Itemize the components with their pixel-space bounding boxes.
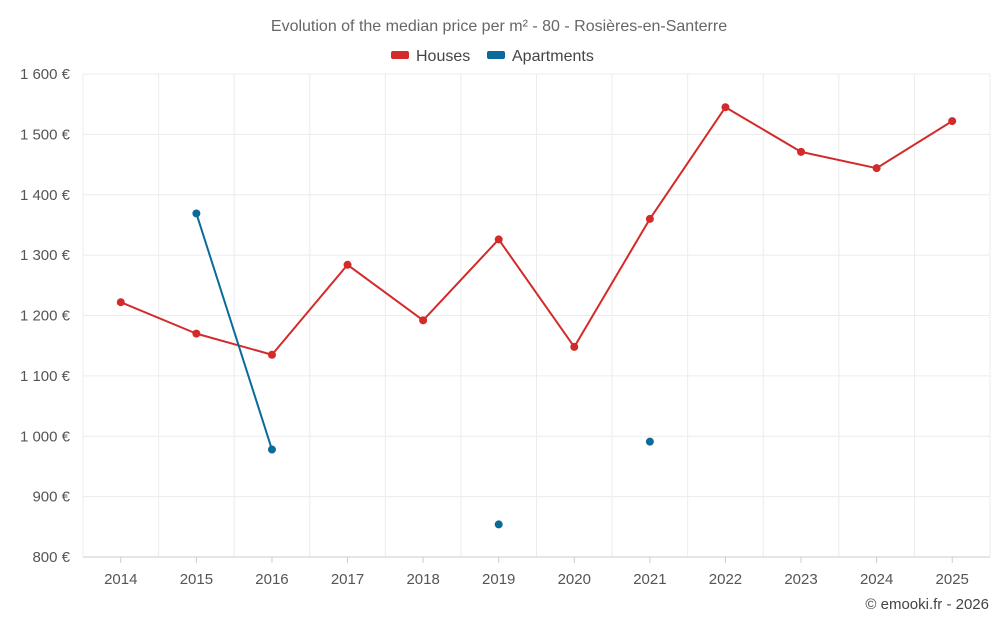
y-tick-label: 1 300 €	[20, 247, 71, 264]
y-tick-label: 800 €	[32, 549, 70, 566]
x-tick-label: 2018	[406, 571, 439, 588]
x-tick-label: 2017	[331, 571, 364, 588]
y-tick-label: 1 200 €	[20, 308, 71, 325]
legend-item-apartments[interactable]: Apartments	[487, 48, 594, 65]
data-point-houses[interactable]	[570, 342, 579, 351]
x-tick-label: 2019	[482, 571, 515, 588]
data-point-houses[interactable]	[948, 117, 957, 126]
x-tick-label: 2014	[104, 571, 137, 588]
grid	[82, 73, 991, 558]
x-tick-label: 2016	[255, 571, 288, 588]
legend: Houses Apartments	[391, 48, 594, 65]
x-tick-label: 2015	[180, 571, 213, 588]
data-point-houses[interactable]	[494, 235, 503, 244]
y-tick-label: 1 000 €	[20, 428, 71, 445]
data-point-houses[interactable]	[721, 103, 730, 112]
y-tick-label: 1 500 €	[20, 126, 71, 143]
x-tick-label: 2022	[709, 571, 742, 588]
data-point-apartments[interactable]	[645, 437, 654, 446]
x-axis-ticks: 2014 2015 2016 2017 2018 2019 2020 2021 2022 2023…	[104, 571, 969, 588]
legend-label-houses: Houses	[416, 48, 470, 65]
legend-label-apartments: Apartments	[512, 48, 594, 65]
data-point-houses[interactable]	[192, 329, 201, 338]
x-tick-label: 2025	[936, 571, 969, 588]
chart-title: Evolution of the median price per m² - 8…	[271, 18, 727, 35]
series-line-houses	[120, 106, 953, 356]
axes	[83, 556, 990, 563]
y-tick-label: 1 400 €	[20, 187, 71, 204]
legend-swatch-apartments	[487, 51, 505, 59]
series-apartments	[192, 209, 654, 529]
data-point-houses[interactable]	[797, 147, 806, 156]
data-point-houses[interactable]	[116, 298, 125, 307]
data-point-apartments[interactable]	[192, 209, 201, 218]
data-point-houses[interactable]	[419, 316, 428, 325]
x-tick-label: 2024	[860, 571, 893, 588]
x-tick-label: 2020	[558, 571, 591, 588]
y-tick-label: 900 €	[32, 489, 70, 506]
series-houses	[116, 103, 957, 359]
data-point-houses[interactable]	[267, 350, 276, 359]
y-tick-label: 1 100 €	[20, 368, 71, 385]
y-axis-ticks: 800 € 900 € 1 000 € 1 100 € 1 200 € 1 300 € 1 …	[20, 66, 71, 566]
y-tick-label: 1 600 €	[20, 66, 71, 83]
data-point-houses[interactable]	[343, 260, 352, 269]
data-point-houses[interactable]	[645, 214, 654, 223]
data-point-apartments[interactable]	[267, 445, 276, 454]
series-line-apartments	[195, 213, 273, 450]
legend-item-houses[interactable]: Houses	[391, 48, 470, 65]
x-tick-label: 2021	[633, 571, 666, 588]
data-point-apartments[interactable]	[494, 520, 503, 529]
data-point-houses[interactable]	[872, 164, 881, 173]
series	[116, 103, 957, 529]
legend-swatch-houses	[391, 51, 409, 59]
x-tick-label: 2023	[784, 571, 817, 588]
credit-text: © emooki.fr - 2026	[865, 596, 989, 613]
